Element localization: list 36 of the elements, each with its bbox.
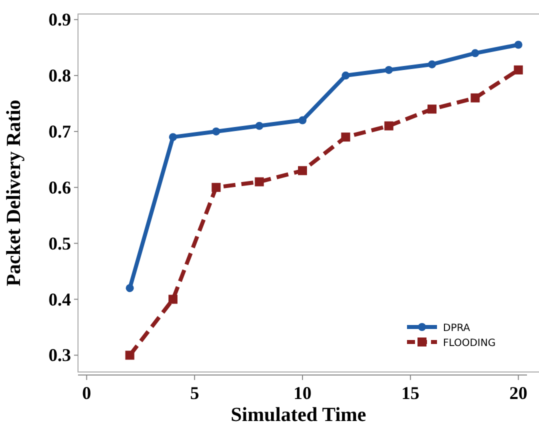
- point: [255, 122, 264, 130]
- x-tick-label: 15: [401, 383, 420, 403]
- point: [514, 40, 522, 49]
- x-tick-label: 5: [190, 383, 200, 403]
- point: [212, 182, 221, 192]
- y-tick-label: 0.9: [48, 10, 71, 30]
- y-axis-title: Packet Delivery Ratio: [3, 100, 25, 286]
- point: [168, 133, 177, 142]
- point: [514, 65, 523, 74]
- point: [212, 127, 220, 136]
- point: [168, 294, 178, 304]
- x-axis-title: Simulated Time: [230, 404, 366, 426]
- point: [428, 60, 436, 68]
- y-tick-label: 0.5: [48, 233, 71, 254]
- point: [298, 166, 307, 176]
- legend-label: DPRA: [443, 323, 470, 334]
- point: [470, 93, 480, 102]
- point: [126, 284, 134, 292]
- x-tick-label: 20: [509, 383, 528, 403]
- legend-label: FLOODING: [443, 338, 496, 349]
- y-tick-label: 0.4: [48, 289, 71, 310]
- point: [342, 72, 350, 80]
- point: [125, 350, 134, 360]
- point: [298, 116, 306, 124]
- point: [471, 49, 480, 58]
- point: [254, 177, 264, 186]
- point: [341, 132, 350, 142]
- y-tick-label: 0.6: [48, 177, 71, 198]
- point: [384, 121, 394, 130]
- point: [384, 66, 393, 74]
- y-tick-label: 0.7: [48, 121, 71, 142]
- y-tick-label: 0.3: [48, 345, 71, 366]
- point: [428, 104, 437, 114]
- x-tick-label: 0: [82, 383, 92, 403]
- y-tick-label: 0.8: [48, 66, 71, 86]
- x-tick-label: 10: [294, 383, 312, 403]
